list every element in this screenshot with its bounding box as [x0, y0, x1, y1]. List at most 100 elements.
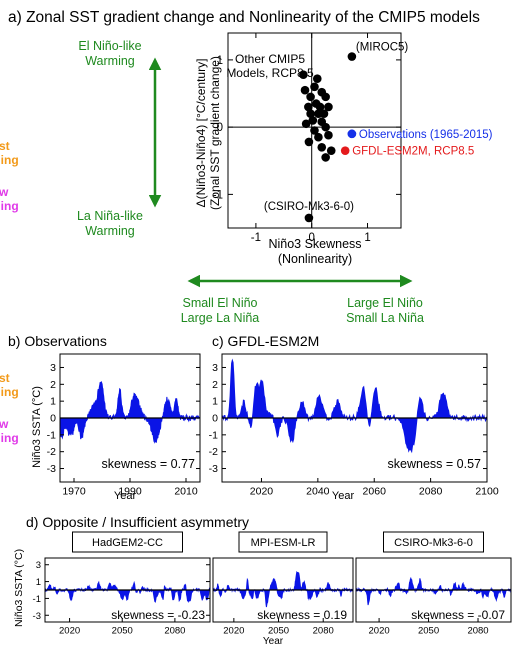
x-tick-label: 2020 — [59, 626, 80, 637]
x-tick-label: 1990 — [118, 486, 142, 498]
y-tick-label: 3 — [36, 560, 41, 571]
el-nino-like-label: El Niño-like — [78, 39, 141, 53]
data-point — [324, 102, 333, 112]
y-tick-label: 1 — [217, 55, 223, 67]
model-title: HadGEM2-CC — [92, 537, 163, 549]
data-point — [304, 102, 313, 112]
data-point — [340, 146, 350, 155]
data-point — [312, 74, 322, 84]
y-tick-label: 3 — [50, 362, 56, 374]
legend-label: GFDL-ESM2M, RCP8.5 — [352, 146, 474, 158]
panel-c-timeseries: -3 -2 -1 0 1 2 3 2020 2040 2060 2080 2100 skewness =… — [209, 353, 499, 498]
left-fragment: ming — [0, 385, 19, 399]
x-tick-label: 2080 — [164, 626, 185, 637]
la-nina-like-label: La Niña-like — [77, 209, 143, 223]
panel-d-ylabel: Niño3 SSTA (°C) — [13, 549, 25, 627]
panel-a-xlabel-2: (Nonlinearity) — [278, 252, 352, 266]
data-point — [321, 122, 330, 132]
model-title-box — [238, 531, 328, 553]
data-point — [321, 153, 330, 162]
panel-d-csiro: 2020 2050 2080 skewness = -0.07 CSIRO-Mk3-6-… — [355, 531, 512, 637]
data-point — [301, 119, 311, 129]
x-tick-label: 2020 — [250, 486, 274, 498]
y-tick-label: -1 — [213, 189, 223, 201]
x-tick-label: 2020 — [369, 626, 390, 637]
legend-marker — [347, 129, 357, 139]
y-tick-label: -1 — [209, 429, 218, 441]
model-title: MPI-ESM-LR — [251, 537, 316, 549]
y-tick-label: -2 — [47, 446, 56, 458]
y-tick-label: -1 — [33, 594, 41, 605]
left-edge-fragments: st ming w ming st ming w ming — [0, 139, 19, 445]
data-point — [321, 92, 330, 102]
la-nina-like-label: Warming — [85, 224, 135, 238]
x-tick-label: 2100 — [475, 486, 499, 498]
annotation-others: Models, RCP8.5 — [226, 66, 314, 80]
panel-a-ylabel: Δ(Niño3-Niño4) [°C/century] — [194, 59, 208, 208]
ssta-series-area — [212, 570, 354, 608]
small-el-nino-label: Large La Niña — [181, 311, 260, 325]
ssta-series-area — [221, 358, 488, 454]
skewness-label: skewness = 0.77 — [102, 457, 196, 471]
left-fragment: st — [0, 371, 10, 385]
x-tick-label: 1970 — [62, 486, 86, 498]
x-tick-label: 2050 — [418, 626, 439, 637]
y-tick-label: 0 — [212, 413, 218, 425]
data-point — [304, 137, 314, 147]
ssta-series-area — [355, 576, 512, 606]
panel-b-ylabel: Niño3 SSTA (°C) — [31, 386, 43, 468]
data-point — [306, 92, 315, 102]
y-tick-label: 2 — [212, 379, 218, 391]
x-tick-label: 2040 — [306, 486, 330, 498]
skewness-label: skewness = -0.23 — [111, 608, 205, 622]
data-point — [314, 132, 323, 142]
nonlinearity-arrow: Small El Niño Large La Niña Large El Niñ… — [181, 274, 424, 325]
plot-frame — [355, 557, 512, 623]
y-tick-label: 0 — [217, 122, 223, 134]
y-tick-label: 2 — [50, 379, 56, 391]
plot-frame — [227, 32, 402, 229]
panel-d-xlabel: Year — [263, 636, 284, 646]
x-tick-label: 2010 — [174, 486, 198, 498]
y-tick-label: -1 — [47, 429, 56, 441]
el-nino-like-label: Warming — [85, 54, 135, 68]
panel-d-title: d) Opposite / Insufficient asymmetry — [26, 514, 249, 530]
panel-a-ylabel-2: (Zonal SST gradient change) — [208, 56, 222, 210]
panel-a-xlabel: Niño3 Skewness — [268, 237, 361, 251]
model-title-box — [72, 531, 183, 553]
data-point — [324, 130, 333, 140]
data-point — [304, 213, 314, 223]
data-point — [319, 109, 329, 118]
data-point — [310, 126, 319, 135]
left-fragment: w — [0, 417, 9, 431]
y-tick-label: 3 — [212, 362, 218, 374]
y-tick-label: -3 — [33, 611, 41, 622]
y-tick-label: 1 — [50, 396, 56, 408]
ssta-series-area — [59, 381, 201, 444]
x-tick-label: 2050 — [112, 626, 133, 637]
data-point — [300, 85, 310, 95]
y-tick-label: -3 — [47, 463, 56, 475]
x-tick-label: 2060 — [363, 486, 387, 498]
model-title: CSIRO-Mk3-6-0 — [394, 537, 473, 549]
skewness-label: skewness = -0.07 — [411, 608, 505, 622]
y-tick-label: 1 — [212, 396, 218, 408]
y-tick-label: -2 — [209, 446, 218, 458]
x-tick-label: 2050 — [268, 626, 289, 637]
plot-frame — [44, 557, 211, 623]
small-el-nino-label: Small El Niño — [182, 296, 257, 310]
left-fragment: w — [0, 185, 9, 199]
panel-d-mpi-esm-lr: 2020 2050 2080 skewness = 0.19 MPI-ESM-LR — [212, 531, 354, 637]
annotation-csiro: (CSIRO-Mk3-6-0) — [264, 201, 354, 213]
warming-arrow: El Niño-like Warming La Niña-like Warmin… — [77, 39, 162, 238]
plot-frame — [212, 557, 354, 623]
data-point — [308, 116, 318, 125]
panel-d-hadgem2-cc: -3 -1 1 3 2020 2050 2080 skewness = -0.23 HadGEM… — [33, 531, 211, 637]
annotation-miroc: (MIROC5) — [356, 42, 409, 54]
panel-b-xlabel: Year — [114, 490, 137, 502]
panel-b-title: b) Observations — [8, 333, 107, 349]
large-el-nino-label: Small La Niña — [346, 311, 424, 325]
data-point — [326, 146, 336, 155]
